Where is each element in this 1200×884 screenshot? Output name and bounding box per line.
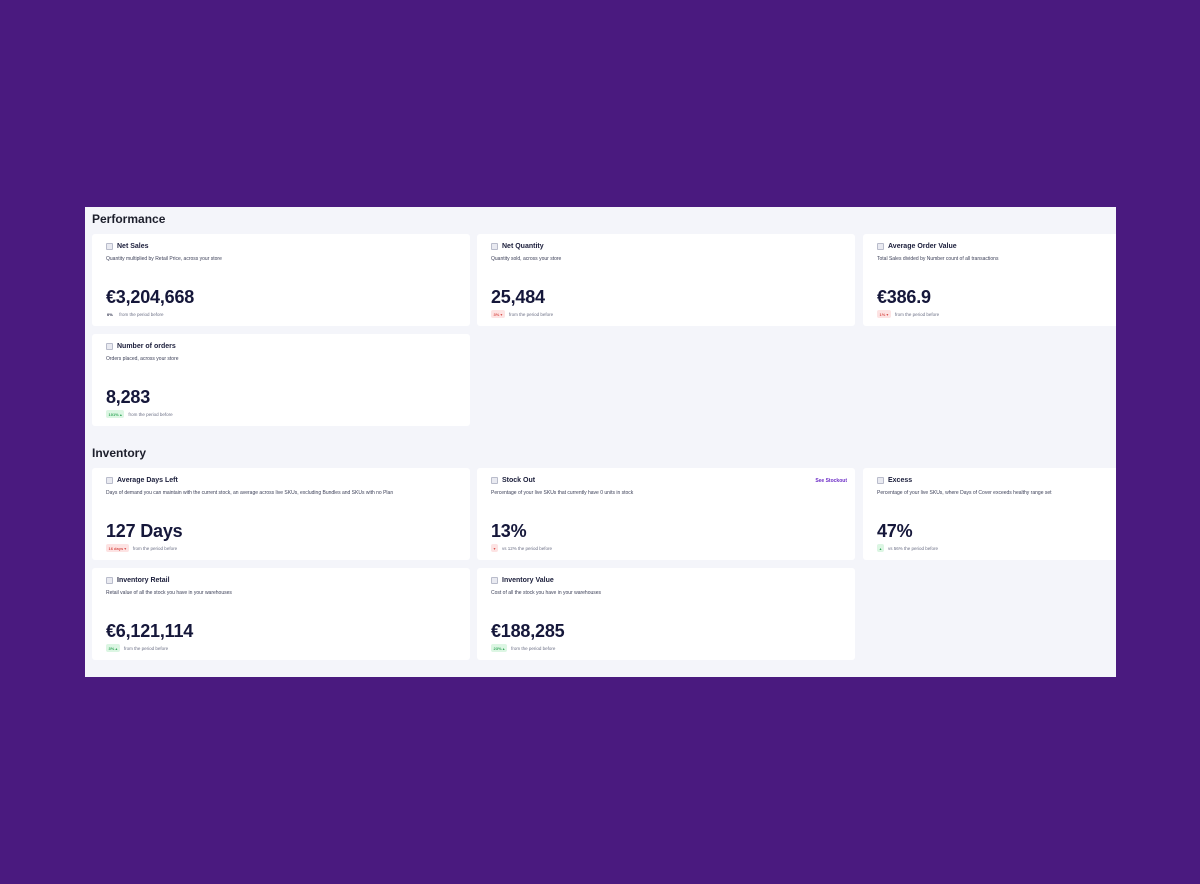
- card-value: 25,484: [491, 287, 545, 307]
- card-value: 8,283: [106, 387, 151, 407]
- change-badge: 23% ▴: [491, 644, 508, 652]
- card-header: Net Sales: [106, 243, 149, 250]
- card-change: ▾ vs 12% the period before: [491, 544, 552, 552]
- change-text: from the period before: [119, 311, 164, 317]
- change-text: from the period before: [894, 311, 940, 317]
- card-header: Average Days Left: [106, 477, 178, 484]
- change-badge: ▾: [491, 544, 499, 552]
- card-change: 0% from the period before: [106, 310, 164, 318]
- checkbox-icon[interactable]: [877, 243, 884, 250]
- card-change: 1% ▾ from the period before: [877, 310, 939, 318]
- checkbox-icon[interactable]: [106, 577, 113, 584]
- change-text: from the period before: [123, 645, 169, 651]
- card-number-of-orders[interactable]: Number of orders Orders placed, across y…: [92, 334, 470, 426]
- card-header: Net Quantity: [491, 243, 544, 250]
- change-text: from the period before: [508, 311, 554, 317]
- card-value: €6,121,114: [106, 621, 194, 641]
- checkbox-icon[interactable]: [877, 477, 884, 484]
- change-text: from the period before: [128, 411, 173, 417]
- change-badge: 1% ▾: [877, 310, 891, 318]
- card-title: Net Quantity: [502, 243, 544, 250]
- card-description: Quantity sold, across your store: [491, 256, 562, 262]
- card-value: 47%: [877, 521, 913, 541]
- card-change: 23% ▴ from the period before: [491, 644, 555, 652]
- card-description: Days of demand you can maintain with the…: [106, 490, 394, 496]
- checkbox-icon[interactable]: [106, 477, 113, 484]
- card-header: Excess: [877, 477, 912, 484]
- card-stock-out[interactable]: Stock Out See Stockout Percentage of you…: [477, 468, 855, 560]
- card-header: Number of orders: [106, 343, 176, 350]
- card-description: Quantity multiplied by Retail Price, acr…: [106, 256, 222, 262]
- change-badge: 3% ▾: [491, 310, 505, 318]
- card-title: Average Days Left: [117, 477, 178, 484]
- section-title-inventory: Inventory: [92, 446, 147, 460]
- checkbox-icon[interactable]: [106, 243, 113, 250]
- card-inventory-value[interactable]: Inventory Value Cost of all the stock yo…: [477, 568, 855, 660]
- change-badge: ▴: [877, 544, 885, 552]
- change-text: vs 56% the period before: [888, 545, 939, 551]
- card-header: Stock Out: [491, 477, 535, 484]
- change-badge: 0%: [106, 310, 116, 318]
- card-value: 127 Days: [106, 521, 183, 541]
- card-title: Net Sales: [117, 243, 149, 250]
- card-header: Inventory Retail: [106, 577, 170, 584]
- card-change: 3% ▾ from the period before: [491, 310, 553, 318]
- change-text: from the period before: [511, 645, 556, 651]
- card-inventory-retail[interactable]: Inventory Retail Retail value of all the…: [92, 568, 470, 660]
- card-description: Percentage of your live SKUs that curren…: [491, 490, 634, 496]
- card-title: Average Order Value: [888, 243, 957, 250]
- card-header: Average Order Value: [877, 243, 957, 250]
- card-title: Stock Out: [502, 477, 536, 484]
- card-change: ▴ vs 56% the period before: [877, 544, 938, 552]
- card-value: 13%: [491, 521, 527, 541]
- card-description: Cost of all the stock you have in your w…: [491, 590, 602, 596]
- card-description: Orders placed, across your store: [106, 356, 179, 362]
- card-description: Retail value of all the stock you have i…: [106, 590, 232, 596]
- card-value: €3,204,668: [106, 287, 195, 307]
- section-title-performance: Performance: [92, 212, 166, 226]
- checkbox-icon[interactable]: [106, 343, 113, 350]
- card-excess[interactable]: Excess Percentage of your live SKUs, whe…: [863, 468, 1116, 560]
- change-text: from the period before: [132, 545, 178, 551]
- card-value: €386.9: [877, 287, 931, 307]
- card-change: 101% ▴ from the period before: [106, 410, 173, 418]
- card-value: €188,285: [491, 621, 565, 641]
- checkbox-icon[interactable]: [491, 243, 498, 250]
- card-average-days-left[interactable]: Average Days Left Days of demand you can…: [92, 468, 470, 560]
- card-net-sales[interactable]: Net Sales Quantity multiplied by Retail …: [92, 234, 470, 326]
- card-change: 3% ▴ from the period before: [106, 644, 168, 652]
- card-change: 16 days ▾ from the period before: [106, 544, 177, 552]
- change-badge: 16 days ▾: [106, 544, 129, 552]
- card-title: Inventory Retail: [117, 577, 170, 584]
- card-title: Number of orders: [117, 343, 176, 350]
- checkbox-icon[interactable]: [491, 577, 498, 584]
- card-description: Percentage of your live SKUs, where Days…: [877, 490, 1052, 496]
- card-title: Excess: [888, 477, 913, 484]
- change-badge: 3% ▴: [106, 644, 120, 652]
- dashboard-panel: Performance Net Sales Quantity multiplie…: [85, 207, 1116, 677]
- card-description: Total Sales divided by Number count of a…: [877, 256, 999, 262]
- card-header: Inventory Value: [491, 577, 554, 584]
- card-net-quantity[interactable]: Net Quantity Quantity sold, across your …: [477, 234, 855, 326]
- change-text: vs 12% the period before: [502, 545, 553, 551]
- card-title: Inventory Value: [502, 577, 554, 584]
- change-badge: 101% ▴: [106, 410, 125, 418]
- see-stockout-link[interactable]: See Stockout: [815, 478, 847, 484]
- card-average-order-value[interactable]: Average Order Value Total Sales divided …: [863, 234, 1116, 326]
- checkbox-icon[interactable]: [491, 477, 498, 484]
